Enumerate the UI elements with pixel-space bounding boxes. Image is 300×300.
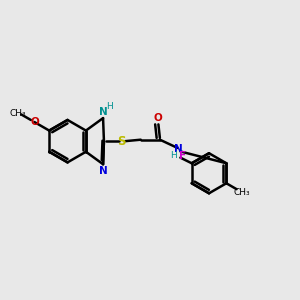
- Text: N: N: [99, 106, 107, 117]
- Text: N: N: [174, 144, 183, 154]
- Text: CH₃: CH₃: [234, 188, 250, 197]
- Text: H: H: [106, 102, 113, 111]
- Text: N: N: [99, 166, 107, 176]
- Text: CH₃: CH₃: [10, 109, 26, 118]
- Text: O: O: [153, 113, 162, 123]
- Text: S: S: [117, 135, 126, 148]
- Text: H: H: [170, 151, 176, 160]
- Text: F: F: [179, 151, 187, 160]
- Text: O: O: [31, 117, 39, 127]
